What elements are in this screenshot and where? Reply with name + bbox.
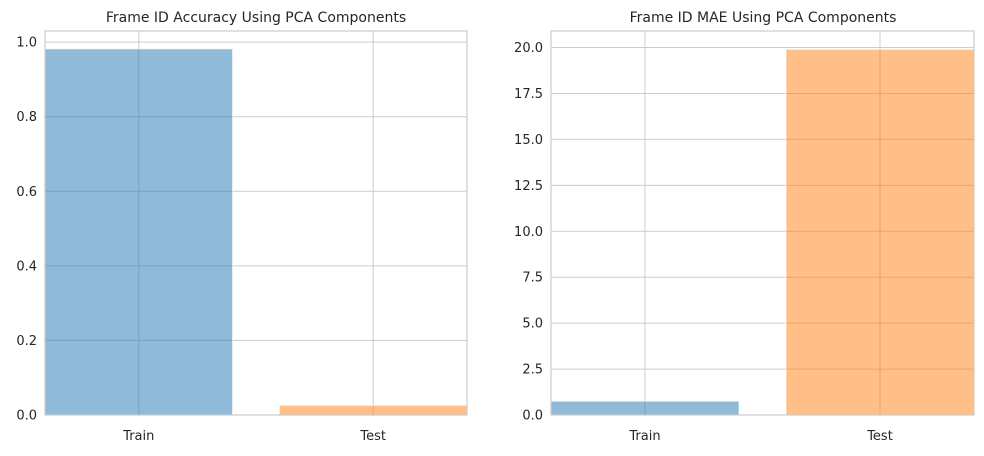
mae-axes-frame <box>550 30 975 416</box>
accuracy-ytick-label: 0.0 <box>16 409 37 424</box>
mae-ytick-label: 2.5 <box>522 363 543 378</box>
mae-xtick-label: Test <box>866 429 893 444</box>
mae-ytick-label: 17.5 <box>514 87 543 102</box>
accuracy-xtick-label: Test <box>359 429 386 444</box>
accuracy-chart: 0.0 0.2 0.4 0.6 0.8 1.0 Train Test Frame ID Accu… <box>16 10 468 444</box>
mae-ytick-label: 5.0 <box>522 317 543 332</box>
mae-xtick-label: Train <box>628 429 660 444</box>
mae-ytick-label: 20.0 <box>514 41 543 56</box>
mae-chart: 0.0 2.5 5.0 7.5 10.0 12.5 15.0 17.5 20.0 Train Tes… <box>514 10 975 444</box>
accuracy-ytick-label: 1.0 <box>16 36 37 51</box>
accuracy-axes-frame <box>44 30 468 416</box>
mae-ytick-label: 15.0 <box>514 133 543 148</box>
mae-ytick-label: 10.0 <box>514 225 543 240</box>
mae-ytick-label: 12.5 <box>514 179 543 194</box>
mae-ytick-label: 0.0 <box>522 409 543 424</box>
mae-bar-train <box>550 400 740 416</box>
mae-chart-title: Frame ID MAE Using PCA Components <box>630 10 897 26</box>
accuracy-bar-train <box>44 48 234 416</box>
mae-bar-test <box>785 48 975 416</box>
accuracy-ytick-label: 0.4 <box>16 259 37 274</box>
accuracy-ytick-label: 0.6 <box>16 185 37 200</box>
accuracy-bar-test <box>278 404 468 416</box>
accuracy-ytick-label: 0.2 <box>16 334 37 349</box>
accuracy-chart-title: Frame ID Accuracy Using PCA Components <box>106 10 406 26</box>
mae-ytick-label: 7.5 <box>522 271 543 286</box>
accuracy-xtick-label: Train <box>122 429 154 444</box>
accuracy-ytick-label: 0.8 <box>16 110 37 125</box>
